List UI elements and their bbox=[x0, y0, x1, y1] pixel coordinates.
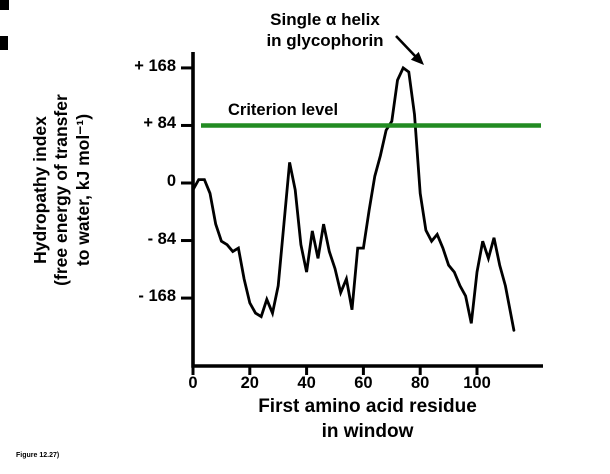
x-axis-label-line: in window bbox=[321, 420, 414, 442]
criterion-level-label: Criterion level bbox=[228, 101, 339, 119]
annotation-single-alpha-helix: Single α helix in glycophorin bbox=[230, 10, 420, 51]
figure-caption: Figure 12.27) bbox=[16, 452, 60, 459]
x-axis-label-line: First amino acid residue bbox=[258, 396, 477, 417]
annotation-line: Single α helix bbox=[270, 10, 380, 29]
y-axis-label-line: Hydropathy index bbox=[29, 116, 50, 264]
scan-artifact bbox=[0, 0, 9, 10]
y-axis-label-line: (free energy of transfer bbox=[51, 94, 72, 286]
y-axis-label: Hydropathy index (free energy of transfe… bbox=[30, 20, 94, 360]
x-axis-label: First amino acid residue in window bbox=[195, 395, 540, 444]
y-axis-label-line: to water, kJ mol⁻¹) bbox=[72, 113, 93, 267]
annotation-line: in glycophorin bbox=[266, 30, 384, 50]
scan-artifact bbox=[0, 36, 8, 50]
